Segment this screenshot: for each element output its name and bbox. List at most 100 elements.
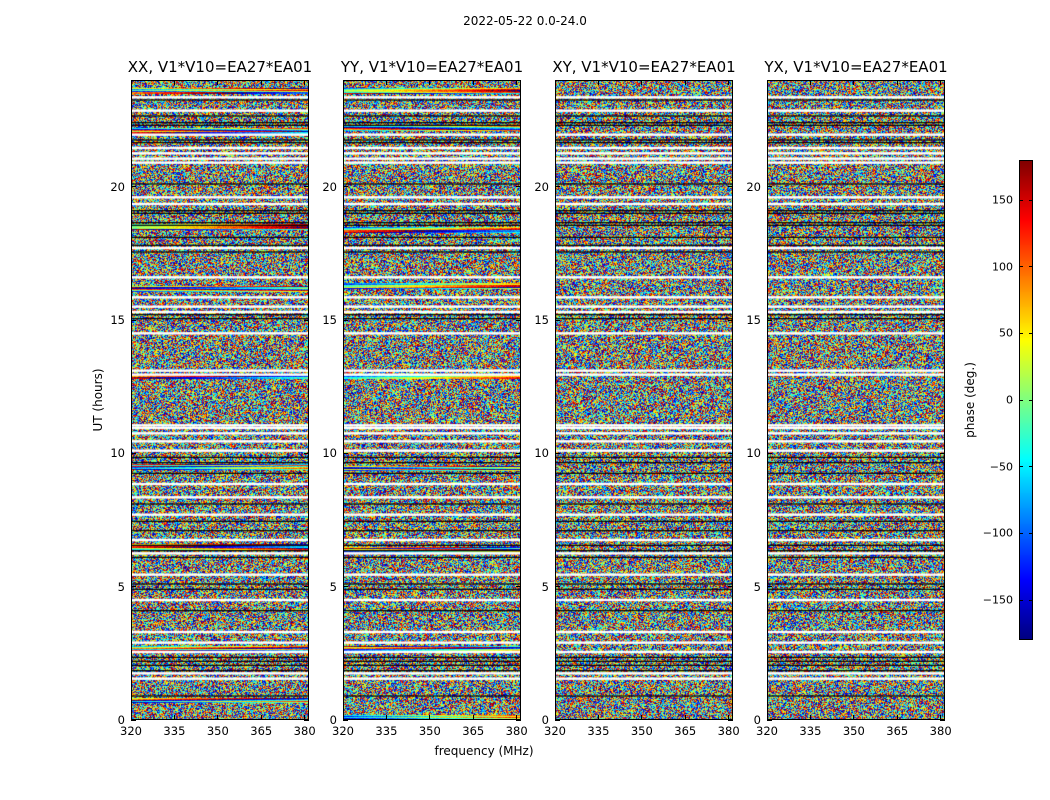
y-tick-mark [343,319,348,321]
heatmap-panel-xx [131,80,309,720]
x-tick-label: 365 [674,724,697,738]
colorbar-tick-mark [1019,199,1023,201]
colorbar-tick-label: 150 [992,193,1013,207]
y-tick-label: 0 [117,713,125,727]
x-tick-label: 350 [630,724,653,738]
colorbar-tick-mark [1019,399,1023,401]
x-tick-mark [728,715,730,720]
y-tick-label: 20 [322,179,337,194]
x-tick-mark-top [516,80,518,85]
x-tick-mark [472,715,474,720]
y-tick-mark-right [728,719,733,721]
heatmap-canvas-xy [555,80,733,720]
colorbar-tick-label: 100 [992,260,1013,274]
x-tick-mark [554,715,556,720]
y-tick-mark-right [940,186,945,188]
x-axis-label: frequency (MHz) [434,744,534,758]
y-tick-label: 0 [753,713,761,727]
y-tick-mark [767,586,772,588]
y-tick-mark [343,452,348,454]
x-tick-label: 365 [250,724,273,738]
y-tick-mark-right [940,586,945,588]
y-tick-label: 5 [753,579,761,594]
heatmap-canvas-xx [131,80,309,720]
colorbar-label: phase (deg.) [963,362,977,438]
x-tick-label: 350 [418,724,441,738]
heatmap-panel-xy [555,80,733,720]
y-tick-mark [131,452,136,454]
x-tick-mark [896,715,898,720]
y-tick-label: 20 [746,179,761,194]
x-tick-label: 350 [206,724,229,738]
colorbar-tick-label: −100 [982,526,1013,540]
x-tick-mark [429,715,431,720]
y-axis-label: UT (hours) [91,368,105,432]
y-tick-label: 20 [534,179,549,194]
x-tick-mark-top [641,80,643,85]
x-tick-mark-top [940,80,942,85]
x-tick-label: 380 [929,724,952,738]
x-tick-mark-top [260,80,262,85]
y-tick-label: 15 [322,313,337,327]
y-tick-label: 15 [534,313,549,327]
panel-title-xy: XY, V1*V10=EA27*EA01 [552,58,736,76]
heatmap-canvas-yx [767,80,945,720]
colorbar-gradient [1019,160,1033,640]
y-tick-mark [131,586,136,588]
y-tick-mark [343,586,348,588]
x-tick-label: 335 [375,724,398,738]
x-tick-label: 335 [163,724,186,738]
colorbar-tick-mark [1029,532,1033,534]
x-tick-mark-top [554,80,556,85]
y-tick-mark [767,319,772,321]
x-tick-label: 380 [717,724,740,738]
y-tick-mark [555,186,560,188]
y-tick-mark [555,719,560,721]
x-tick-mark [342,715,344,720]
x-tick-mark [304,715,306,720]
x-tick-mark [766,715,768,720]
y-tick-mark-right [304,186,309,188]
y-tick-mark-right [728,452,733,454]
colorbar-tick-label: 50 [999,326,1013,340]
x-tick-mark [641,715,643,720]
x-tick-label: 335 [799,724,822,738]
y-tick-mark-right [516,319,521,321]
y-tick-mark-right [940,719,945,721]
x-tick-label: 380 [505,724,528,738]
colorbar-tick-mark [1029,199,1033,201]
y-tick-mark [555,586,560,588]
y-tick-mark [555,452,560,454]
y-tick-mark-right [728,319,733,321]
y-tick-label: 0 [541,713,549,727]
figure-title: 2022-05-22 0.0-24.0 [463,14,587,28]
y-tick-label: 15 [110,313,125,327]
colorbar-tick-mark [1019,599,1023,601]
y-tick-label: 15 [746,313,761,327]
x-tick-mark-top [472,80,474,85]
y-tick-label: 5 [117,579,125,594]
y-tick-label: 10 [110,446,125,461]
y-tick-mark [767,452,772,454]
y-tick-label: 10 [746,446,761,461]
y-tick-mark-right [728,586,733,588]
y-tick-label: 0 [329,713,337,727]
x-tick-mark-top [853,80,855,85]
y-tick-label: 10 [534,446,549,461]
y-tick-mark [131,719,136,721]
x-tick-label: 350 [842,724,865,738]
y-tick-mark-right [304,586,309,588]
y-tick-mark-right [516,452,521,454]
y-tick-mark [555,319,560,321]
x-tick-mark-top [217,80,219,85]
y-tick-mark-right [516,186,521,188]
x-tick-label: 320 [756,724,778,738]
x-tick-mark [385,715,387,720]
colorbar-tick-mark [1019,332,1023,334]
x-tick-label: 320 [332,724,354,738]
x-tick-label: 320 [120,724,142,738]
x-tick-mark-top [130,80,132,85]
x-tick-mark-top [684,80,686,85]
colorbar-tick-label: −50 [989,460,1013,474]
x-tick-mark [940,715,942,720]
